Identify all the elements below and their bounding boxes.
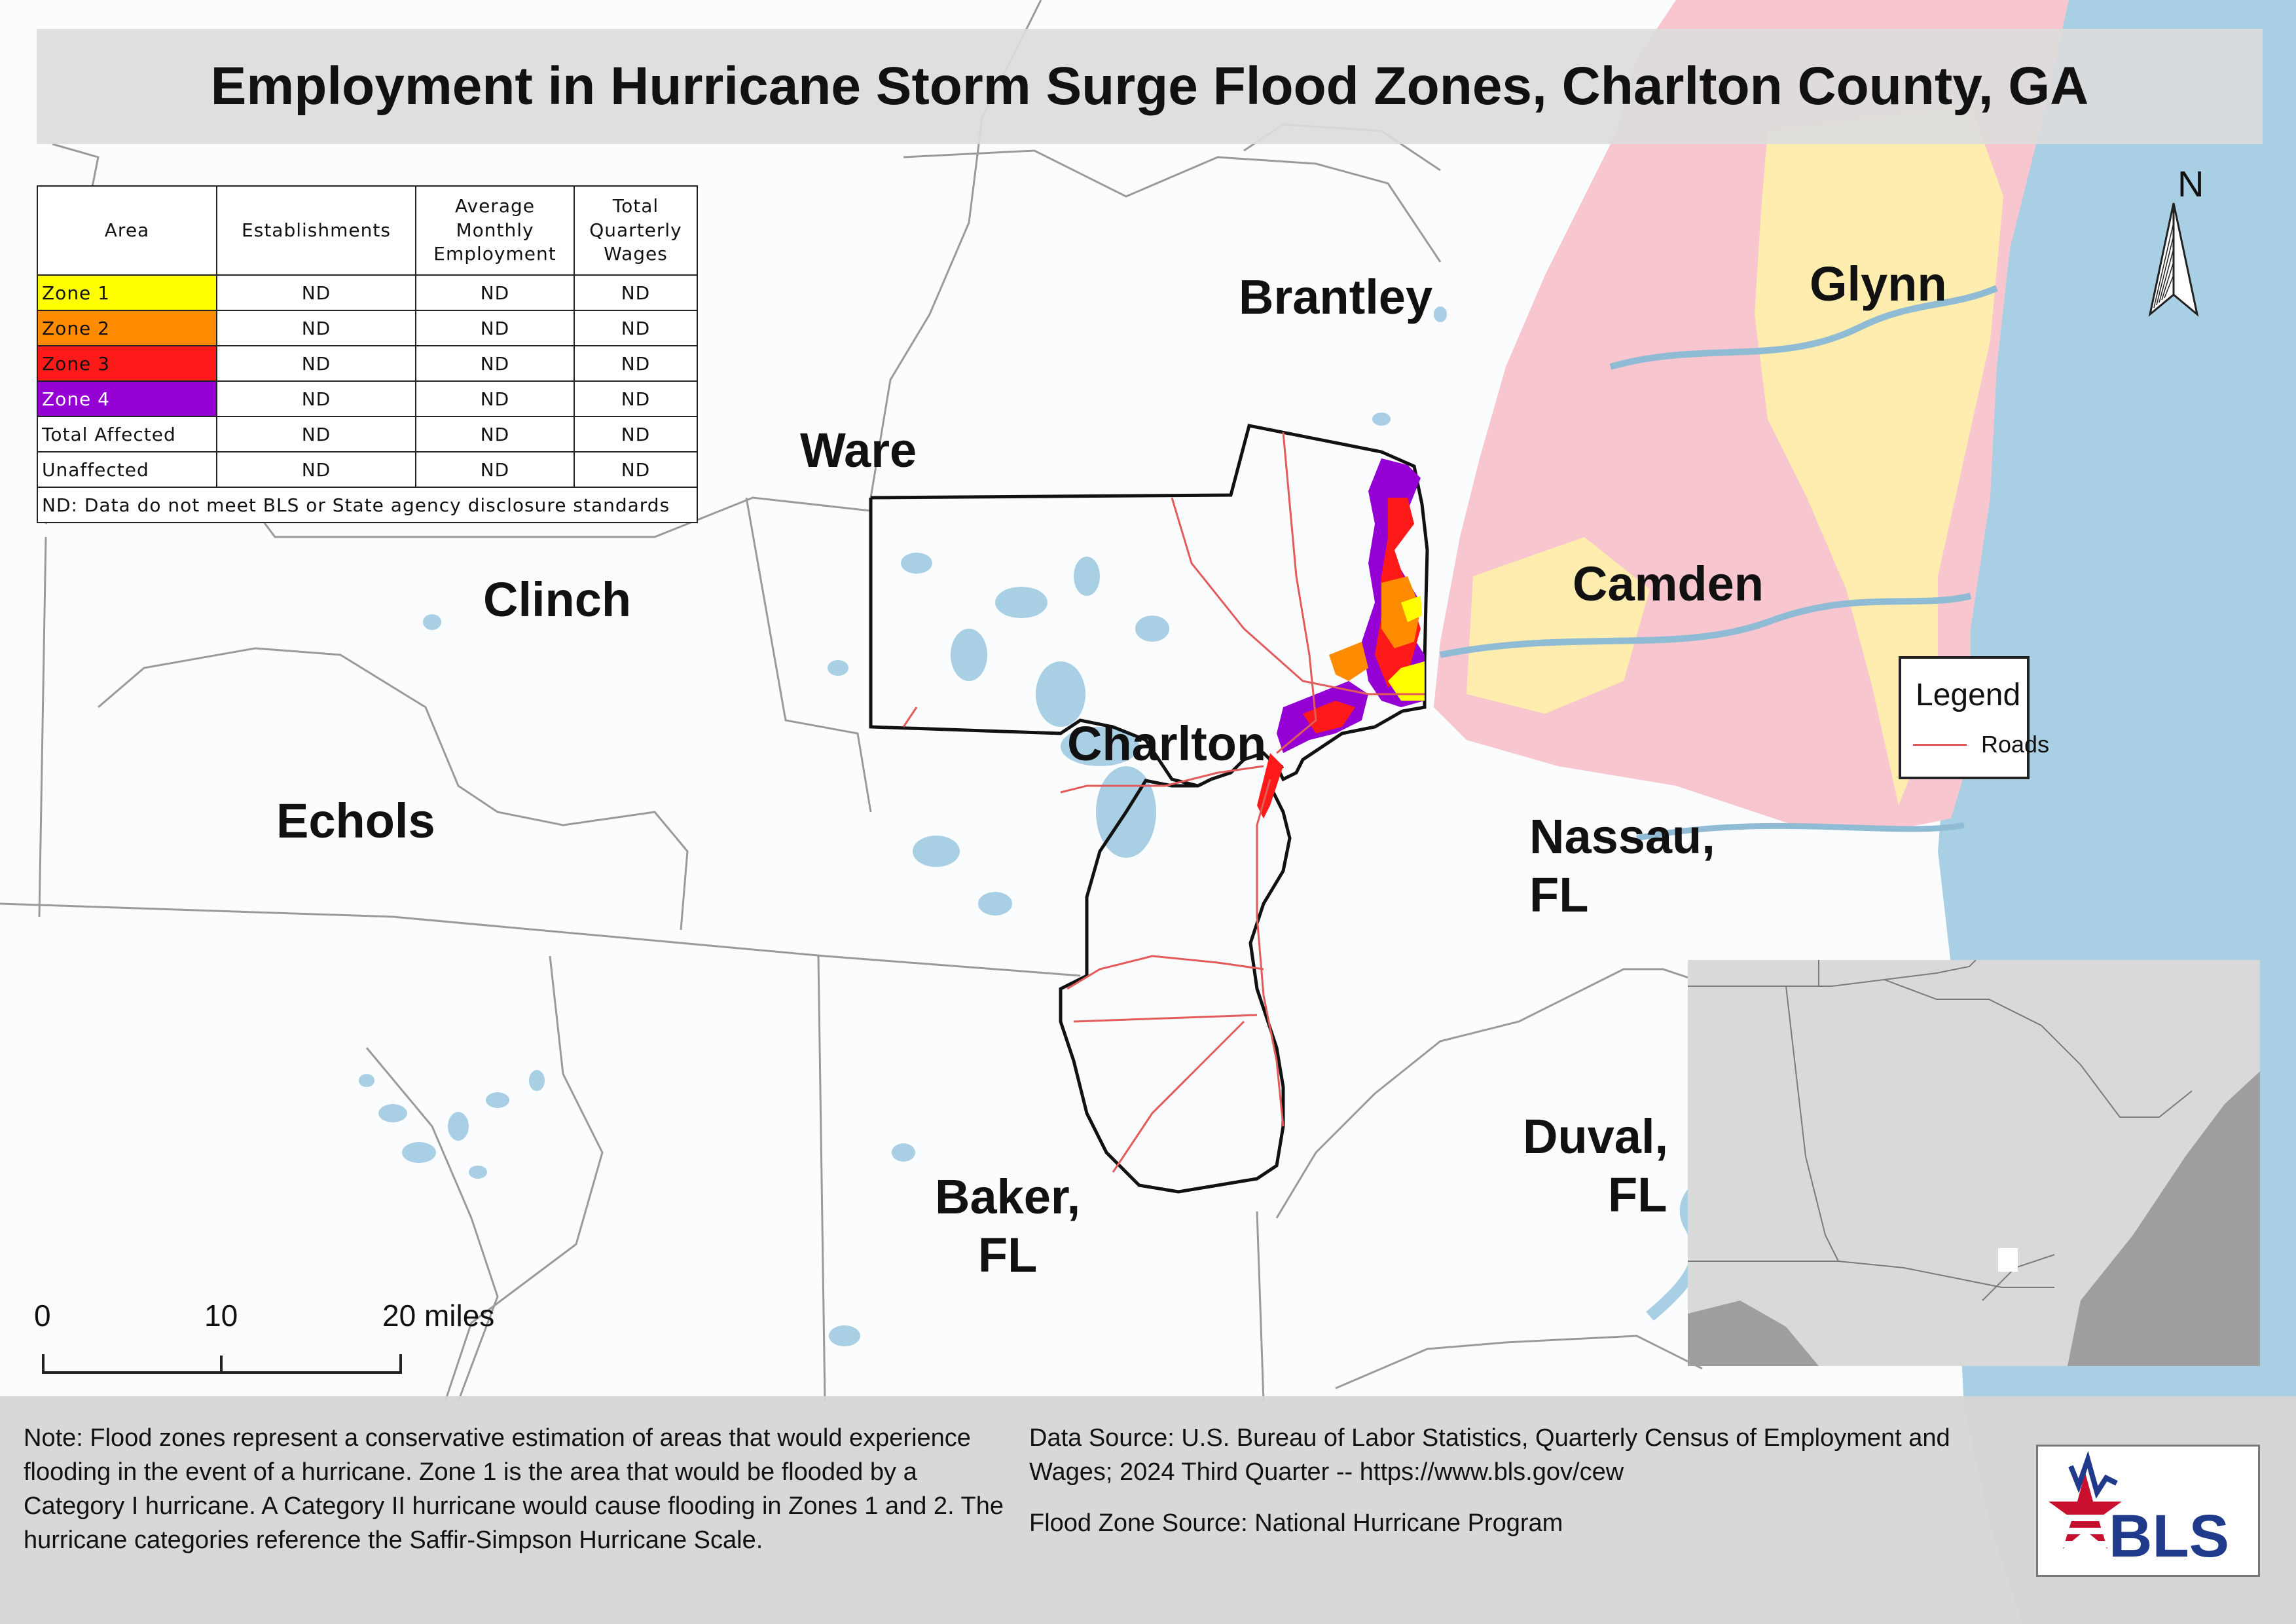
footer-data-source: Data Source: U.S. Bureau of Labor Statis… — [1029, 1424, 1950, 1486]
county-label-charlton: Charlton — [1067, 716, 1267, 771]
map-legend: Legend Roads — [1899, 656, 2049, 779]
county-label-nassau-state: FL — [1529, 867, 1589, 922]
cell-establishments: ND — [216, 310, 416, 346]
cell-wages: ND — [574, 345, 698, 382]
county-label-ware: Ware — [800, 423, 917, 477]
col-header-employment: Average Monthly Employment — [415, 185, 575, 276]
table-row-zone-3: Zone 3 ND ND ND — [37, 345, 698, 382]
table-row-zone-4: Zone 4 ND ND ND — [37, 380, 698, 417]
county-label-glynn: Glynn — [1810, 257, 1947, 311]
county-label-baker-name: Baker, — [935, 1170, 1081, 1224]
row-label: Unaffected — [37, 451, 217, 488]
county-label-nassau: Nassau, FL — [1529, 808, 1715, 925]
north-arrow-label: N — [2178, 163, 2204, 204]
legend-title: Legend — [1916, 678, 2021, 712]
col-header-wages: Total Quarterly Wages — [574, 185, 698, 276]
flood-zone-cluster — [1257, 458, 1425, 819]
county-label-duval-state: FL — [1608, 1167, 1667, 1222]
cell-establishments: ND — [216, 380, 416, 417]
river — [1609, 285, 1998, 370]
table-row-unaffected: Unaffected ND ND ND — [37, 451, 698, 488]
table-row-total-affected: Total Affected ND ND ND — [37, 416, 698, 452]
county-label-duval: Duval, FL — [1523, 1108, 1668, 1225]
roads-legend-label: Roads — [1981, 731, 2050, 758]
footer-note: Note: Flood zones represent a conservati… — [24, 1424, 1004, 1554]
scale-label-mid: 10 — [204, 1299, 238, 1333]
cell-wages: ND — [574, 310, 698, 346]
county-label-nassau-name: Nassau, — [1529, 809, 1715, 864]
table-footnote: ND: Data do not meet BLS or State agency… — [37, 487, 698, 523]
county-label-echols: Echols — [276, 794, 435, 848]
cell-wages: ND — [574, 274, 698, 311]
county-label-baker-state: FL — [977, 1227, 1038, 1282]
inset-locator-map — [1688, 960, 2260, 1366]
cell-employment: ND — [415, 451, 575, 488]
row-label: Zone 3 — [37, 345, 217, 382]
map-title: Employment in Hurricane Storm Surge Floo… — [210, 56, 2089, 116]
bls-logo: BLS — [2036, 1445, 2260, 1577]
table-footnote-row: ND: Data do not meet BLS or State agency… — [37, 487, 698, 523]
row-label: Zone 4 — [37, 380, 217, 417]
cell-wages: ND — [574, 380, 698, 417]
cell-employment: ND — [415, 380, 575, 417]
cell-employment: ND — [415, 345, 575, 382]
table-row-zone-1: Zone 1 ND ND ND — [37, 274, 698, 311]
col-header-establishments: Establishments — [216, 185, 416, 276]
bls-logo-text: BLS — [2109, 1503, 2229, 1570]
footer-flood-source: Flood Zone Source: National Hurricane Pr… — [1029, 1509, 1563, 1537]
county-label-duval-name: Duval, — [1523, 1109, 1669, 1164]
flag-star-icon — [2049, 1450, 2130, 1549]
row-label: Total Affected — [37, 416, 217, 452]
county-label-clinch: Clinch — [483, 572, 632, 627]
north-arrow-icon — [2148, 202, 2199, 317]
cell-employment: ND — [415, 274, 575, 311]
row-label: Zone 2 — [37, 310, 217, 346]
cell-establishments: ND — [216, 451, 416, 488]
employment-table: Area Establishments Average Monthly Empl… — [37, 185, 698, 523]
table-row-zone-2: Zone 2 ND ND ND — [37, 310, 698, 346]
river — [1440, 593, 1972, 658]
scale-label-zero: 0 — [34, 1299, 51, 1333]
county-label-brantley: Brantley — [1239, 270, 1433, 324]
footer-panel — [0, 1396, 2296, 1624]
cell-employment: ND — [415, 310, 575, 346]
map-title-bar: Employment in Hurricane Storm Surge Floo… — [37, 29, 2263, 144]
scale-label-end: 20 miles — [382, 1299, 495, 1333]
cell-wages: ND — [574, 416, 698, 452]
row-label: Zone 1 — [37, 274, 217, 311]
ware-county-outline — [869, 498, 1199, 788]
county-label-baker: Baker, FL — [935, 1168, 1080, 1285]
table-header-row: Area Establishments Average Monthly Empl… — [37, 185, 698, 276]
coastal-marsh-yellow — [1755, 105, 2003, 805]
cell-establishments: ND — [216, 345, 416, 382]
roads — [902, 432, 1425, 1173]
coastal-marsh-yellow-2 — [1467, 537, 1650, 714]
roads-legend-swatch — [1913, 744, 1967, 746]
cell-establishments: ND — [216, 416, 416, 452]
county-label-camden: Camden — [1573, 557, 1764, 611]
cell-employment: ND — [415, 416, 575, 452]
river — [1636, 822, 1965, 841]
bls-logo-mark: BLS — [2049, 1450, 2229, 1570]
cell-establishments: ND — [216, 274, 416, 311]
col-header-area: Area — [37, 185, 217, 276]
cell-wages: ND — [574, 451, 698, 488]
